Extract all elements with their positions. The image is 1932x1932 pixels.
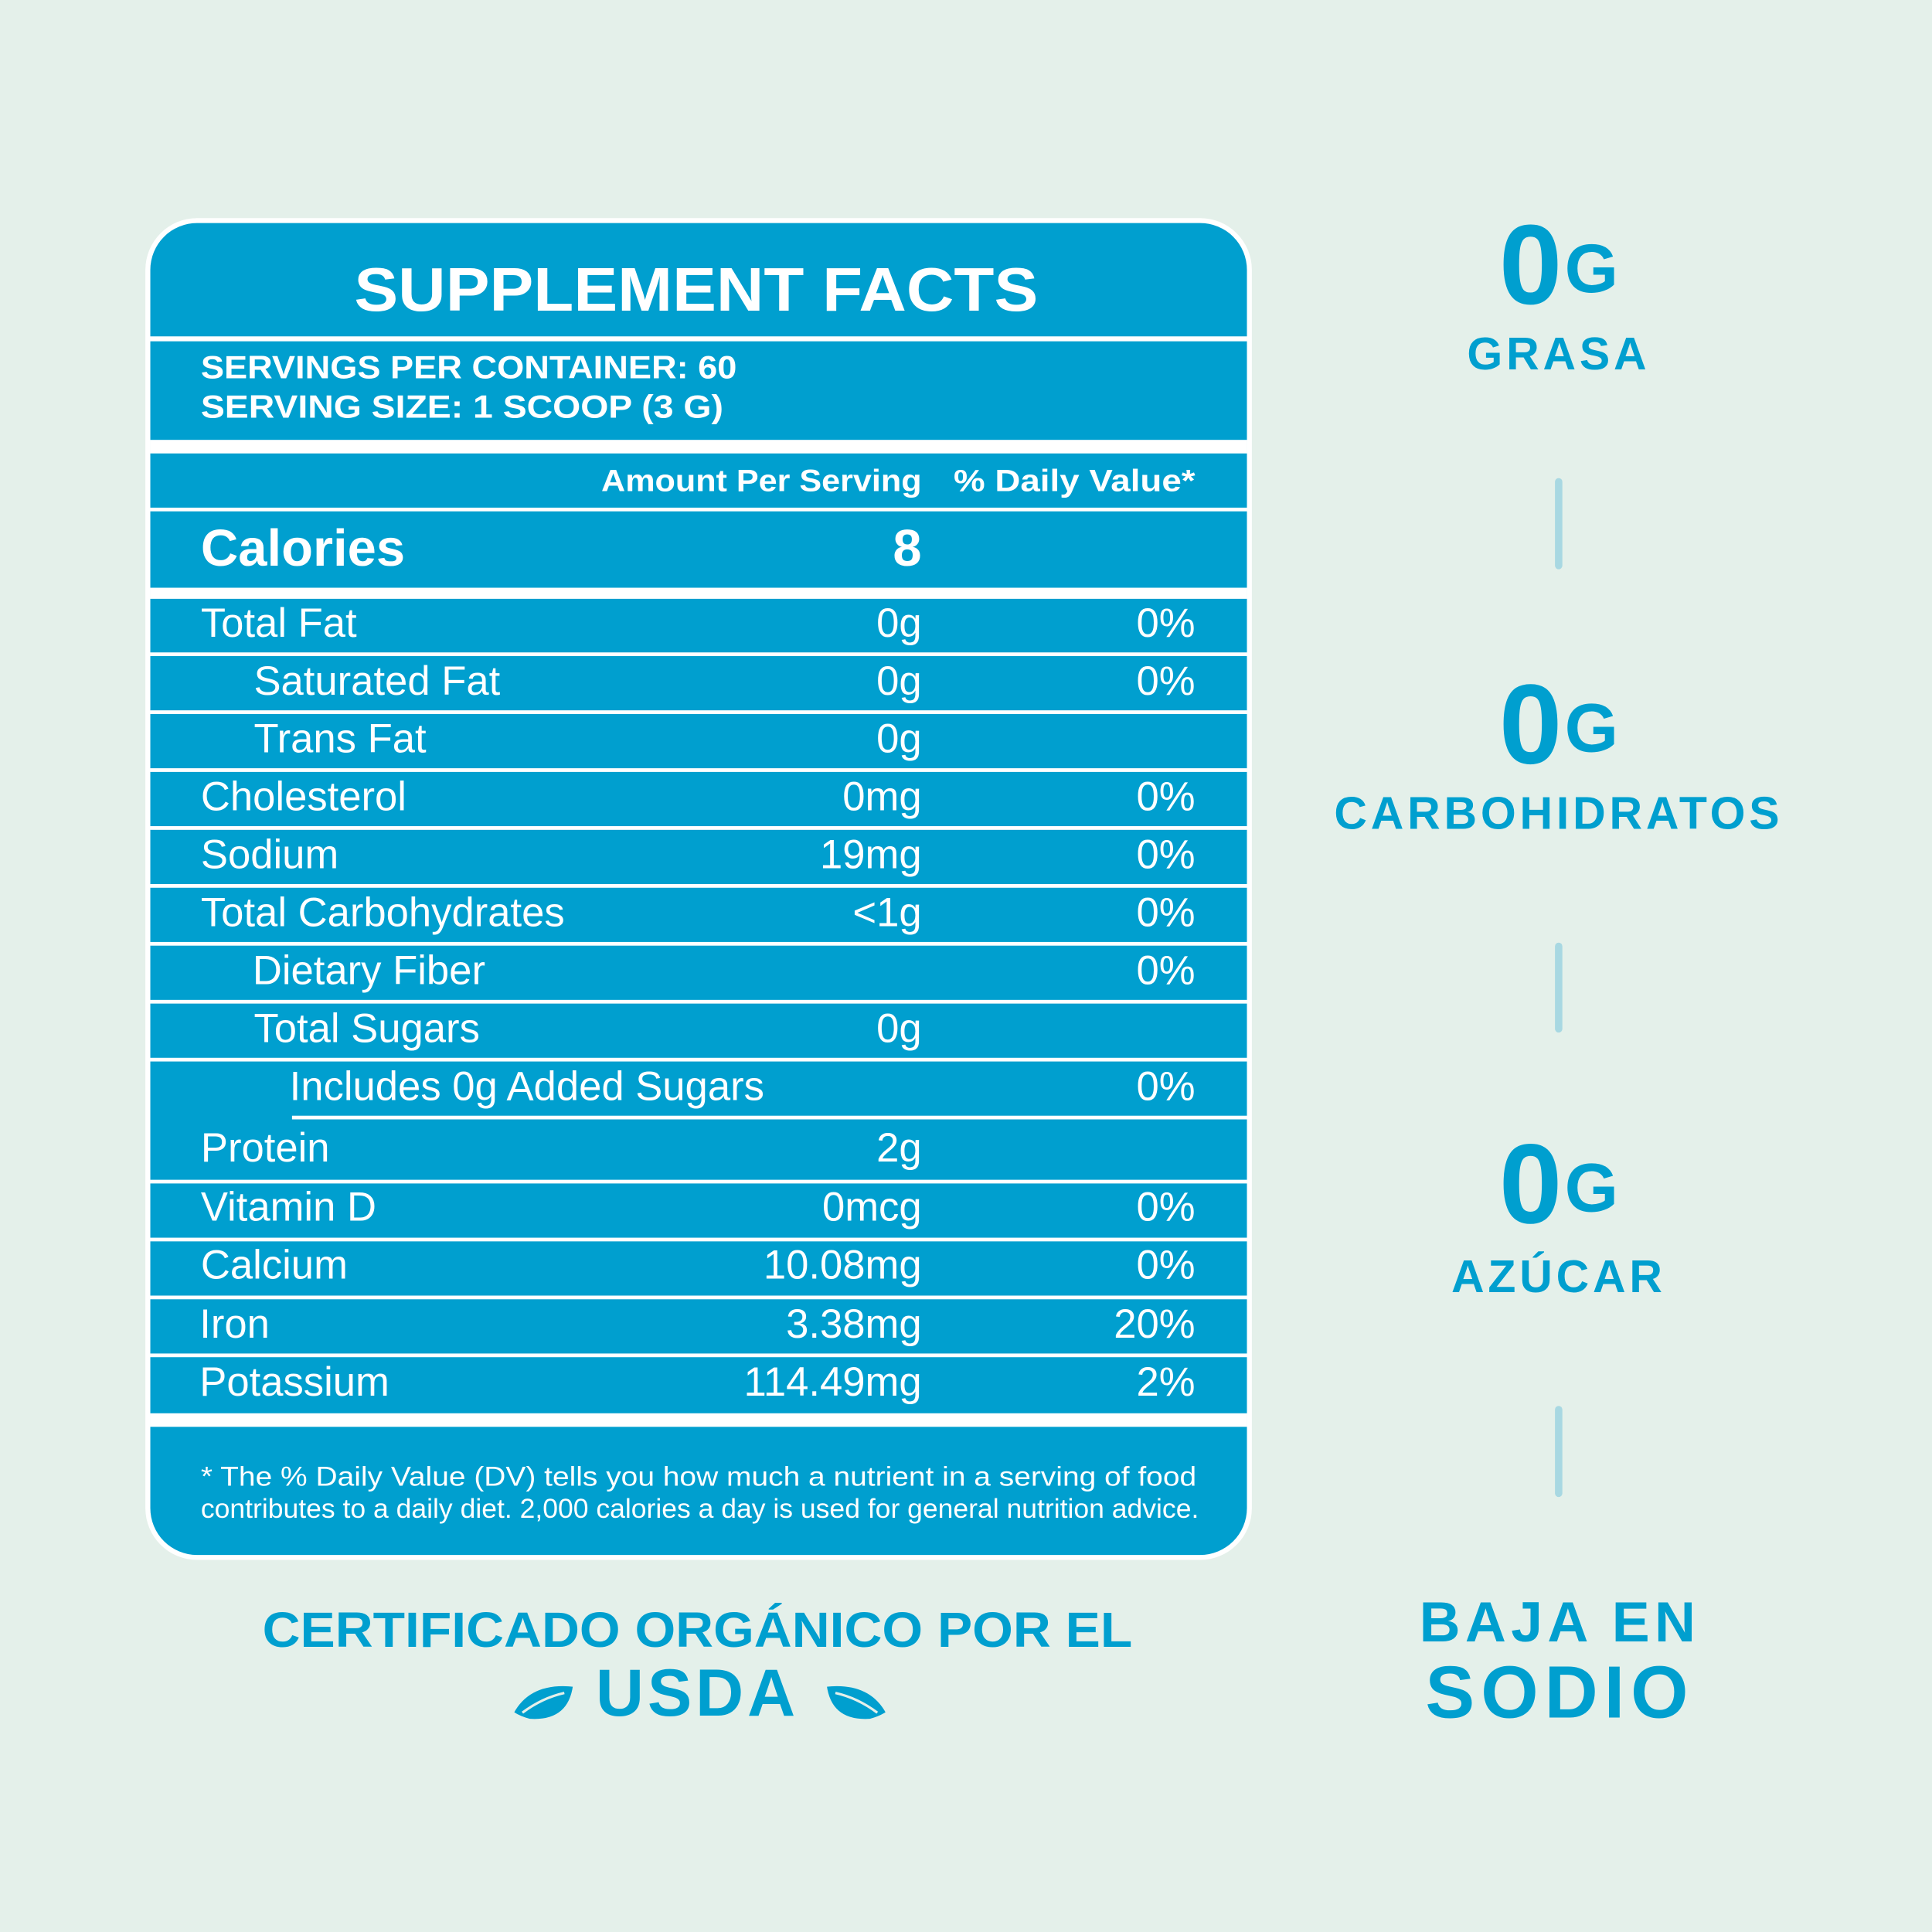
row-divider bbox=[150, 826, 1247, 830]
nutrient-amount: 0mcg bbox=[822, 1185, 922, 1230]
separator bbox=[1555, 942, 1563, 1033]
nutrient-label: Cholesterol bbox=[201, 774, 406, 820]
nutrient-label: Protein bbox=[201, 1125, 330, 1171]
highlight-label: GRASA bbox=[1467, 328, 1650, 379]
calories-value: 8 bbox=[893, 519, 921, 577]
nutrient-dv: 0% bbox=[1137, 890, 1196, 936]
nutrient-amount: 0g bbox=[876, 1005, 922, 1051]
nutrient-label: Trans Fat bbox=[253, 716, 427, 762]
nutrient-label: Potassium bbox=[199, 1359, 389, 1405]
nutrient-label: Saturated Fat bbox=[253, 658, 500, 704]
separator bbox=[1555, 1406, 1563, 1498]
nutrient-amount: 2g bbox=[876, 1125, 922, 1171]
column-header: % Daily Value* bbox=[954, 464, 1196, 498]
row-divider bbox=[150, 1057, 1247, 1062]
divider bbox=[150, 336, 1247, 342]
row-divider bbox=[150, 1237, 1247, 1242]
nutrient-dv: 0% bbox=[1137, 832, 1196, 878]
nutrient-dv: 0% bbox=[1137, 774, 1196, 820]
nutrient-amount: 0g bbox=[876, 600, 922, 646]
nutrient-amount: 0mg bbox=[842, 774, 921, 820]
highlight-label: AZÚCAR bbox=[1451, 1251, 1666, 1302]
panel bbox=[150, 223, 1247, 1556]
highlight-amount: 0G bbox=[1499, 202, 1618, 328]
row-divider bbox=[150, 1353, 1247, 1358]
leaf-icon bbox=[824, 1683, 889, 1722]
highlight-unit: G bbox=[1565, 1148, 1618, 1226]
nutrient-dv: 0% bbox=[1137, 1243, 1196, 1288]
servings: SERVINGS PER CONTAINER: 60 bbox=[201, 349, 737, 385]
highlight-amount: 0G bbox=[1499, 661, 1618, 787]
serving-size: SERVING SIZE: 1 SCOOP (3 G) bbox=[201, 388, 723, 424]
row-divider bbox=[150, 999, 1247, 1004]
nutrient-amount: 114.49mg bbox=[744, 1359, 922, 1405]
nutrient-amount: 19mg bbox=[820, 832, 922, 878]
leaf-icon bbox=[511, 1683, 576, 1722]
calories-label: Calories bbox=[201, 519, 405, 577]
divider bbox=[150, 507, 1247, 512]
footnote: contributes to a daily diet. 2,000 calor… bbox=[201, 1494, 1199, 1524]
nutrient-amount: 3.38mg bbox=[786, 1301, 921, 1347]
highlight-value: 0 bbox=[1499, 202, 1563, 328]
separator bbox=[1555, 478, 1563, 570]
row-divider bbox=[150, 1179, 1247, 1184]
nutrient-label: Total Fat bbox=[201, 600, 357, 646]
row-divider bbox=[291, 1115, 1247, 1120]
highlight-unit: G bbox=[1565, 230, 1618, 307]
highlight-label: CARBOHIDRATOS bbox=[1334, 788, 1783, 839]
column-header: Amount Per Serving bbox=[601, 464, 922, 498]
nutrient-amount: 10.08mg bbox=[764, 1243, 922, 1288]
nutrient-dv: 0% bbox=[1137, 658, 1196, 704]
nutrient-amount: 0g bbox=[876, 658, 922, 704]
highlight-value: 0 bbox=[1499, 661, 1563, 787]
nutrient-label: Total Carbohydrates bbox=[201, 890, 565, 936]
row-divider bbox=[150, 710, 1247, 714]
nutrient-label: Iron bbox=[199, 1301, 270, 1347]
nutrient-label: Calcium bbox=[201, 1243, 348, 1288]
row-divider bbox=[150, 768, 1247, 772]
divider bbox=[150, 1413, 1247, 1427]
nutrient-dv: 20% bbox=[1114, 1301, 1195, 1347]
claim: SODIO bbox=[1425, 1651, 1694, 1733]
nutrient-label: Dietary Fiber bbox=[253, 947, 485, 993]
content: SUPPLEMENT FACTS SERVINGS PER CONTAINER:… bbox=[145, 202, 1783, 1733]
nutrient-label: Sodium bbox=[201, 832, 338, 878]
nutrient-dv: 2% bbox=[1137, 1359, 1196, 1405]
nutrient-label: Total Sugars bbox=[253, 1005, 479, 1051]
row-divider bbox=[150, 941, 1247, 946]
nutrient-dv: 0% bbox=[1137, 1063, 1196, 1109]
divider bbox=[150, 587, 1247, 599]
nutrient-amount: 0g bbox=[876, 716, 922, 762]
nutrient-dv: 0% bbox=[1137, 1185, 1196, 1230]
highlight-unit: G bbox=[1565, 689, 1618, 766]
nutrient-label: Vitamin D bbox=[201, 1185, 376, 1230]
nutrient-label: Includes 0g Added Sugars bbox=[290, 1063, 764, 1109]
nutrient-dv: 0% bbox=[1137, 600, 1196, 646]
title: SUPPLEMENT FACTS bbox=[354, 255, 1038, 324]
row-divider bbox=[150, 652, 1247, 657]
footnote: * The % Daily Value (DV) tells you how m… bbox=[201, 1462, 1196, 1492]
row-divider bbox=[150, 1295, 1247, 1300]
claim: BAJA EN bbox=[1420, 1590, 1701, 1654]
nutrient-amount: <1g bbox=[852, 890, 921, 936]
nutrient-dv: 0% bbox=[1137, 947, 1196, 993]
highlight-amount: 0G bbox=[1499, 1121, 1618, 1247]
highlight-value: 0 bbox=[1499, 1121, 1563, 1247]
certification: CERTIFICADO ORGÁNICO POR EL bbox=[263, 1602, 1133, 1658]
row-divider bbox=[150, 883, 1247, 888]
certification-mark: USDA bbox=[596, 1656, 799, 1730]
divider bbox=[150, 440, 1247, 454]
